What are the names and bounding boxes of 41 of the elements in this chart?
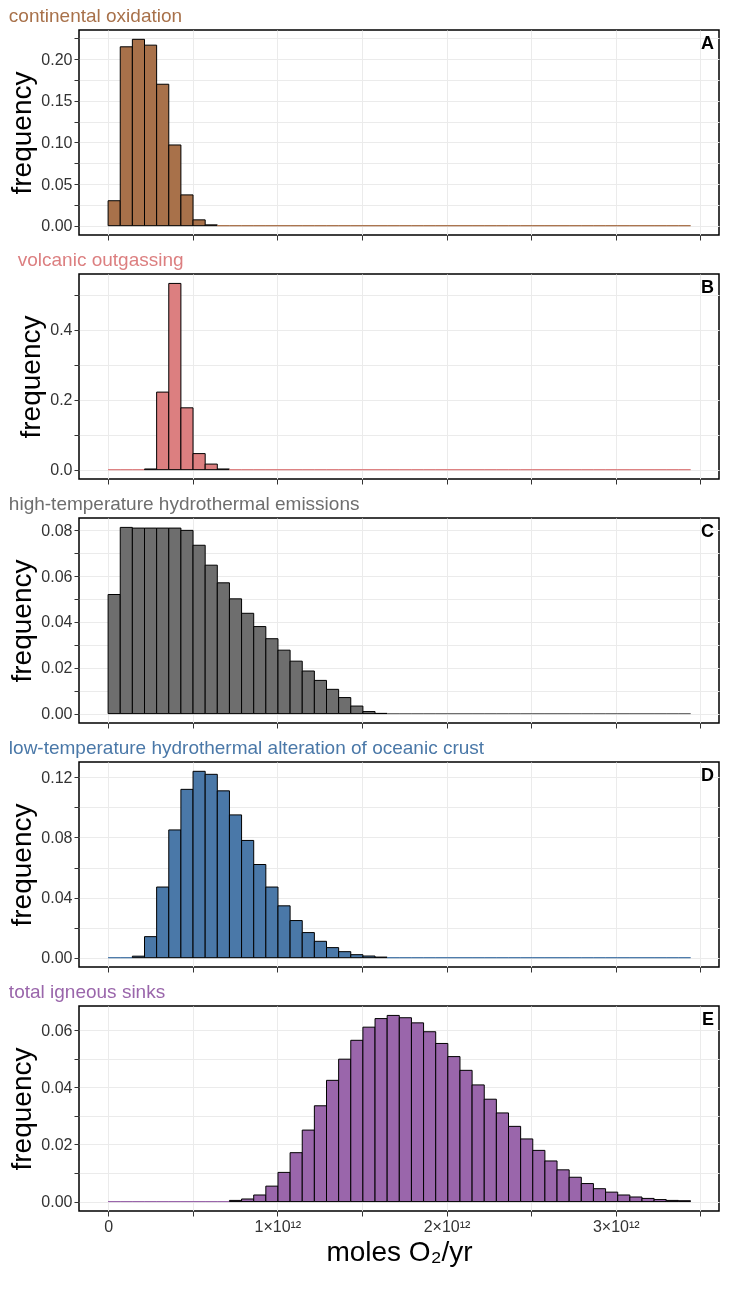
y-tick-label: 0.04	[41, 613, 73, 631]
y-tick-label: 0.00	[41, 705, 73, 723]
annotation: A	[701, 33, 714, 53]
y-tick-label: 0.0	[50, 461, 73, 479]
x-tick-label: 1×10¹²	[254, 1217, 302, 1235]
x-axis-title: moles O₂/yr	[326, 1235, 473, 1267]
y-tick-label: 0.04	[41, 889, 73, 907]
y-tick-label: 0.12	[41, 768, 73, 786]
annotation: B	[701, 277, 714, 297]
y-tick-label: 0.02	[41, 659, 73, 677]
y-tick-label: 0.08	[41, 828, 73, 846]
y-tick-label: 0.08	[41, 521, 73, 539]
y-tick-label: 0.00	[41, 217, 73, 235]
y-axis-title: frequency	[6, 1047, 38, 1171]
y-axis-title: frequency	[15, 315, 47, 439]
annotation: E	[701, 1009, 714, 1029]
y-tick-label: 0.06	[41, 567, 73, 585]
y-tick-label: 0.05	[41, 175, 73, 193]
y-axis-title: frequency	[6, 71, 38, 195]
chart-title: high-temperature hydrothermal emissions	[8, 493, 360, 514]
y-axis-title: frequency	[6, 803, 38, 927]
y-tick-label: 0.04	[41, 1078, 73, 1096]
y-tick-label: 0.00	[41, 1193, 73, 1211]
chart-title: total igneous sinks	[8, 981, 166, 1002]
x-tick-label: 2×10¹²	[423, 1217, 472, 1235]
y-tick-label: 0.02	[41, 1135, 73, 1153]
y-tick-label: 0.06	[41, 1021, 73, 1039]
y-tick-label: 0.20	[41, 50, 73, 68]
y-tick-label: 0.15	[41, 92, 73, 110]
y-axis-title: frequency	[6, 559, 38, 683]
y-tick-label: 0.4	[50, 321, 73, 339]
y-tick-label: 0.10	[41, 133, 73, 151]
chart-title: volcanic outgassing	[17, 249, 184, 270]
chart-title: continental oxidation	[8, 5, 183, 26]
x-tick-label: 3×10¹²	[592, 1217, 641, 1235]
y-tick-label: 0.00	[41, 949, 73, 967]
chart-title: low-temperature hydrothermal alteration of oceanic crust	[8, 737, 485, 758]
annotation: C	[701, 521, 714, 541]
x-tick-label: 0	[104, 1217, 114, 1235]
annotation: D	[701, 765, 714, 785]
y-tick-label: 0.2	[50, 391, 73, 409]
